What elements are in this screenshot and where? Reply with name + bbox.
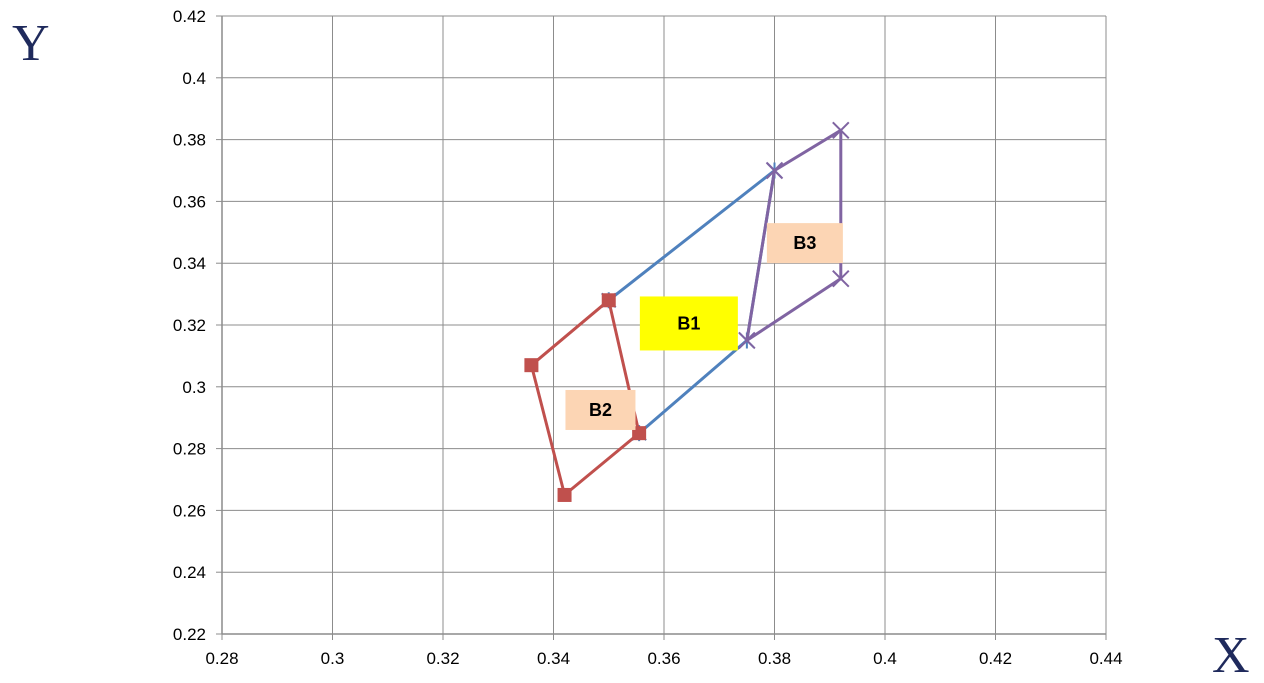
y-tick-label: 0.28: [173, 440, 206, 459]
data-point: [832, 121, 850, 140]
y-tick-label: 0.42: [173, 7, 206, 26]
data-point: [765, 161, 784, 180]
y-tick-label: 0.32: [173, 316, 206, 335]
x-tick-label: 0.4: [873, 649, 897, 668]
x-tick-label: 0.28: [205, 649, 238, 668]
y-tick-label: 0.38: [173, 131, 206, 150]
series-3: [738, 121, 850, 350]
x-tick-label: 0.32: [426, 649, 459, 668]
series: [524, 121, 850, 502]
x-tick-label: 0.44: [1089, 649, 1122, 668]
annotation-box: [766, 223, 843, 264]
data-point: [524, 358, 539, 373]
data-point: [738, 331, 756, 350]
axes: [216, 15, 1107, 640]
annotations: B1 B2 B3: [565, 223, 843, 430]
annotation-b3: B3: [766, 223, 843, 264]
data-point: [832, 269, 850, 288]
y-tick-label: 0.24: [173, 563, 206, 582]
annotation-b1: B1: [639, 296, 738, 351]
annotation-label: B1: [677, 313, 700, 333]
y-tick-label: 0.36: [173, 192, 206, 211]
x-tick-label: 0.34: [537, 649, 570, 668]
data-point: [601, 293, 616, 308]
y-tick-label: 0.26: [173, 501, 206, 520]
y-tick-label: 0.4: [182, 69, 206, 88]
x-tick-label: 0.3: [321, 649, 345, 668]
y-axis-label: Y: [12, 15, 50, 72]
x-tick-label: 0.36: [647, 649, 680, 668]
annotation-box: [639, 296, 738, 351]
annotation-label: B2: [589, 400, 612, 420]
data-point: [557, 487, 572, 502]
x-tick-label: 0.42: [979, 649, 1012, 668]
x-tick-label: 0.38: [758, 649, 791, 668]
annotation-box: [565, 389, 636, 430]
y-tick-label: 0.3: [182, 378, 206, 397]
data-point: [632, 426, 647, 441]
x-axis-label: X: [1212, 627, 1250, 683]
series-2: [524, 293, 647, 502]
y-tick-label: 0.22: [173, 625, 206, 644]
annotation-b2: B2: [565, 389, 636, 430]
y-tick-label: 0.34: [173, 254, 206, 273]
annotation-label: B3: [793, 233, 816, 253]
tick-labels: 0.28 0.3 0.32 0.34 0.36 0.38 0.4 0.42 0.44 0.22 0.…: [173, 7, 1123, 668]
